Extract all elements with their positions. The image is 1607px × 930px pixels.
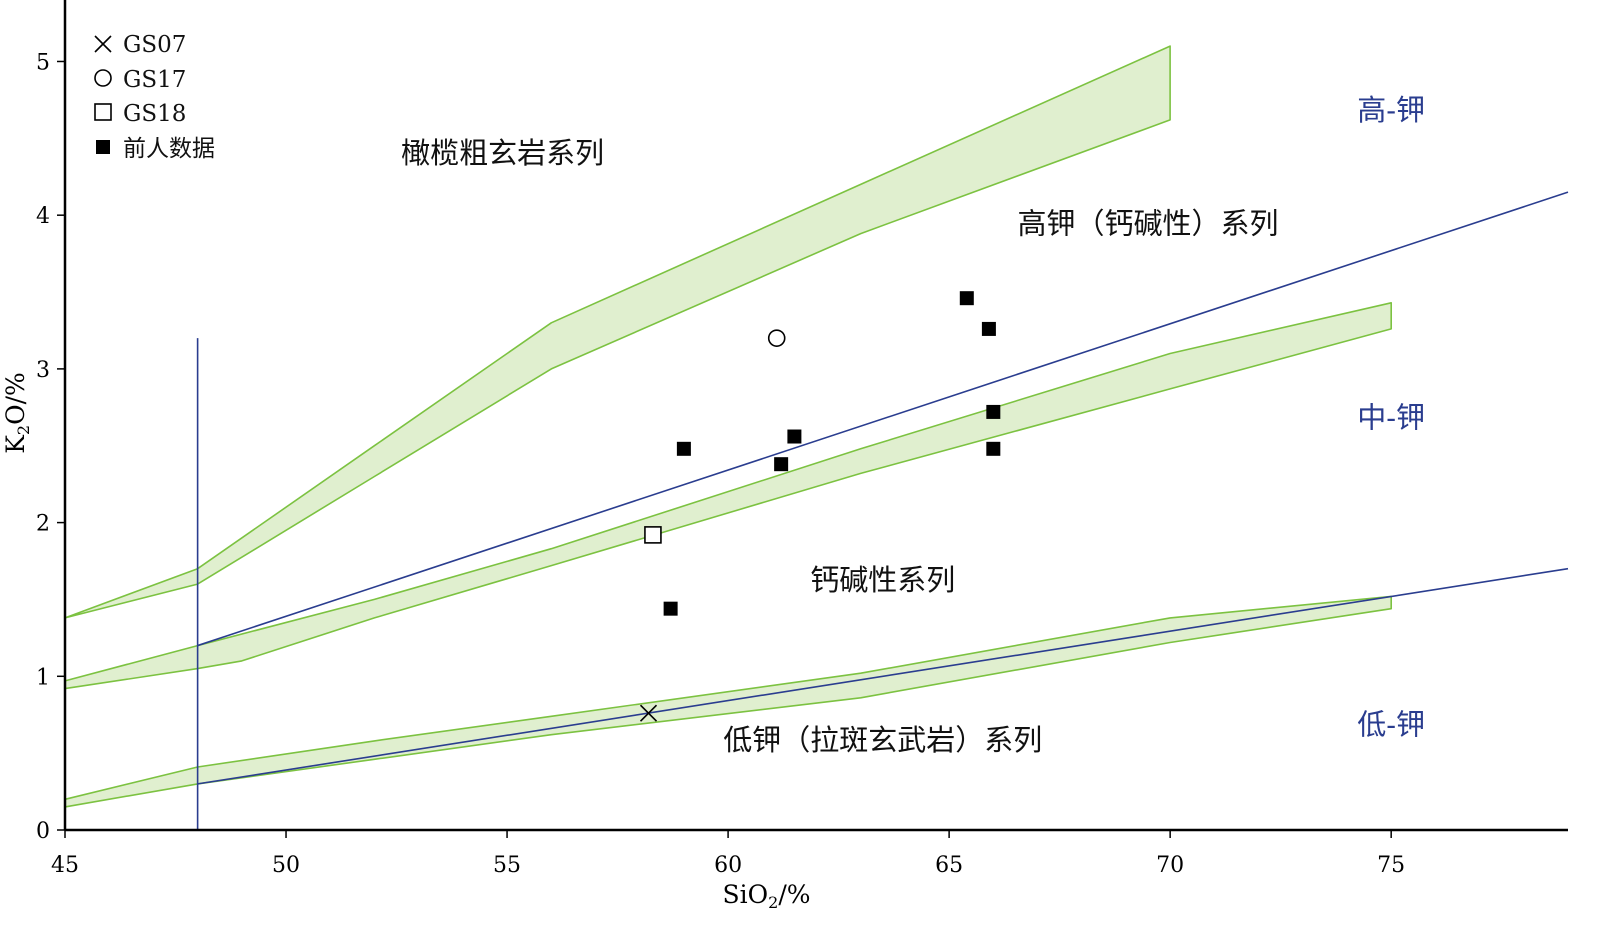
potassium-label: 高-钾 — [1357, 93, 1425, 127]
field-label: 低钾（拉斑玄武岩）系列 — [723, 723, 1042, 757]
x-cross-icon — [94, 35, 112, 53]
legend-item-gs17: GS17 — [94, 67, 186, 93]
x-tick-label: 55 — [493, 853, 521, 878]
data-point-x-cross — [639, 704, 658, 722]
legend-label: GS07 — [123, 32, 186, 58]
open-circle-icon — [94, 69, 112, 87]
legend-item-previous-data: 前人数据 — [96, 136, 215, 162]
x-tick-label: 70 — [1156, 853, 1184, 878]
potassium-labels: 高-钾中-钾低-钾 — [1357, 93, 1425, 742]
x-tick-label: 75 — [1377, 853, 1405, 878]
boundary-band-1 — [64, 45, 1171, 619]
y-ticks: 0 1 2 3 4 5 — [36, 50, 65, 844]
boundary-line-2 — [197, 191, 1569, 647]
y-tick-label: 5 — [36, 50, 50, 75]
legend-item-gs18: GS18 — [94, 101, 186, 127]
field-label: 橄榄粗玄岩系列 — [401, 136, 604, 170]
x-ticks: 45 50 55 60 65 70 75 — [51, 830, 1405, 878]
legend-marker — [96, 140, 110, 154]
filled-square-icon — [96, 140, 110, 154]
open-square-icon — [94, 103, 112, 121]
cross-stroke — [94, 35, 112, 53]
data-point-filled-square — [663, 601, 678, 616]
data-point-filled-square — [981, 321, 996, 336]
boundary-lines — [196, 191, 1569, 830]
legend-marker — [94, 35, 112, 53]
potassium-label: 低-钾 — [1357, 708, 1425, 742]
field-label: 钙碱性系列 — [810, 563, 955, 597]
data-point-filled-square — [986, 404, 1001, 419]
legend-item-gs07: GS07 — [94, 32, 186, 58]
boundary-bands — [64, 45, 1392, 808]
y-tick-label: 2 — [36, 512, 50, 537]
boundary-line-3 — [197, 567, 1569, 785]
legend: GS07 GS17 GS18 前人数据 — [94, 32, 215, 162]
legend-marker — [94, 69, 112, 87]
x-tick-label: 65 — [935, 853, 963, 878]
y-tick-label: 1 — [36, 665, 50, 690]
field-label: 高钾（钙碱性）系列 — [1018, 207, 1279, 241]
x-tick-label: 45 — [51, 853, 79, 878]
x-axis-title: SiO2/% — [723, 880, 811, 912]
data-point-filled-square — [676, 441, 691, 456]
legend-marker — [94, 103, 112, 121]
potassium-label: 中-钾 — [1357, 400, 1425, 434]
legend-label: 前人数据 — [123, 136, 215, 162]
data-point-filled-square — [774, 457, 789, 472]
legend-label: GS17 — [123, 67, 186, 93]
y-tick-label: 4 — [36, 204, 50, 229]
y-axis-title: K2O/% — [1, 372, 33, 454]
data-point-filled-square — [787, 429, 802, 444]
y-tick-label: 3 — [36, 358, 50, 383]
cross-stroke — [639, 704, 658, 722]
y-tick-label: 0 — [36, 819, 50, 844]
x-tick-label: 50 — [272, 853, 300, 878]
boundary-band-2 — [64, 301, 1392, 690]
data-point-open-square — [644, 526, 662, 544]
x-tick-label: 60 — [714, 853, 742, 878]
data-points — [639, 291, 1001, 722]
data-point-filled-square — [986, 441, 1001, 456]
data-point-filled-square — [959, 291, 974, 306]
legend-label: GS18 — [123, 101, 186, 127]
data-point-open-circle — [767, 329, 786, 347]
